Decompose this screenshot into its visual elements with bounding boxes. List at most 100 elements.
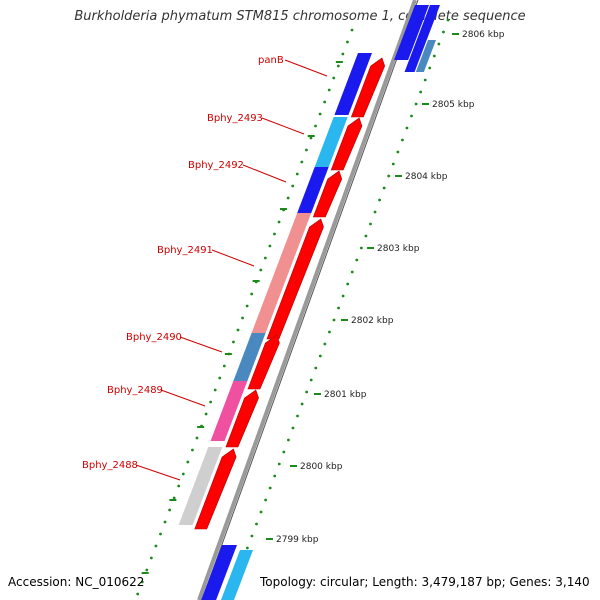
scale-track-dot xyxy=(245,546,249,550)
gene-track-dot xyxy=(241,316,244,320)
gene-track-dot xyxy=(327,88,331,92)
gene-track-dot xyxy=(336,64,340,68)
gene-track-dot xyxy=(346,40,349,44)
backbone-line xyxy=(201,0,419,600)
accession-text: Accession: NC_010622 xyxy=(8,575,145,589)
scale-track-dot xyxy=(277,462,281,466)
scale-track-dot xyxy=(305,390,309,394)
gene-track-dot xyxy=(273,232,276,236)
gene-track-dot xyxy=(172,496,176,500)
gene-block-bphy-2491 xyxy=(251,213,312,333)
gene-block-bphy-2489 xyxy=(210,381,248,441)
kbp-label: 2805 kbp xyxy=(432,100,475,110)
scale-track-dot xyxy=(437,42,441,46)
scale-track-dot xyxy=(309,378,313,382)
scale-track-dot xyxy=(255,522,258,526)
spacer xyxy=(356,0,376,53)
backbone-layer xyxy=(197,0,419,600)
gene-track-dot xyxy=(245,304,249,308)
scale-track-dot xyxy=(314,366,318,370)
spacer xyxy=(356,0,376,53)
scale-track-dot xyxy=(323,342,327,346)
leader-line xyxy=(242,164,287,183)
gene-track-dot xyxy=(149,556,153,560)
reverse-gene-arrow xyxy=(225,389,259,448)
leader-line xyxy=(179,336,223,353)
gene-track-dot xyxy=(236,328,240,332)
gene-label: Bphy_2492 xyxy=(188,160,244,171)
scale-track-dot xyxy=(369,222,372,226)
gene-label: Bphy_2491 xyxy=(157,245,213,256)
spacer xyxy=(356,0,376,53)
scale-track-dot xyxy=(341,294,345,298)
scale-track-dot xyxy=(337,306,340,310)
spacer xyxy=(356,0,376,53)
scale-track-dot xyxy=(428,66,432,70)
gene-track-dot xyxy=(318,112,322,116)
gene-track-dot xyxy=(341,52,345,56)
gene-track-dot xyxy=(209,400,213,404)
scale-track-dot xyxy=(259,510,263,514)
gene-label: Bphy_2493 xyxy=(207,113,263,124)
leader-line xyxy=(284,59,328,77)
leader-line xyxy=(211,249,255,267)
kbp-label: 2803 kbp xyxy=(377,244,420,254)
scale-track-dot xyxy=(410,114,413,118)
scale-track-dot xyxy=(419,90,423,94)
gene-track-dot xyxy=(314,124,317,128)
gene-track-dot xyxy=(191,448,194,452)
gene-track-dot xyxy=(186,460,190,464)
scale-track-dot xyxy=(273,474,277,478)
gene-track-dot xyxy=(250,292,254,296)
gene-block-bphy-2488 xyxy=(178,447,223,525)
scale-track-dot xyxy=(432,54,436,58)
scale-track-dot xyxy=(423,78,427,82)
gene-track-dot xyxy=(350,28,354,32)
gene-track-dot xyxy=(181,472,185,476)
scale-track-dot xyxy=(414,102,418,106)
gene-track-dot xyxy=(145,568,149,572)
gene-track-dot xyxy=(300,160,304,164)
gene-track-dot xyxy=(305,148,308,152)
gene-track-dot xyxy=(286,196,290,200)
gene-block-top xyxy=(394,5,429,60)
gene-track-dot xyxy=(213,388,217,392)
reverse-gene-arrow xyxy=(194,448,237,530)
gene-track-dot xyxy=(268,244,272,248)
gene-blocks-layer xyxy=(178,0,440,600)
scale-track-dot xyxy=(250,534,254,538)
gene-track-dot xyxy=(159,532,162,536)
reverse-gene-arrow xyxy=(350,57,386,118)
gene-label: Bphy_2488 xyxy=(82,460,138,471)
reverse-gene-arrow xyxy=(247,334,280,390)
scale-track-dot xyxy=(318,354,322,358)
gene-track-dot xyxy=(163,520,167,524)
gene-block-bottom xyxy=(221,550,253,600)
topology-stats-text: Topology: circular; Length: 3,479,187 bp… xyxy=(260,575,590,589)
scale-track-dot xyxy=(332,318,336,322)
kbp-label: 2802 kbp xyxy=(351,316,394,326)
gene-track-dot xyxy=(218,376,222,380)
scale-track-dot xyxy=(287,438,290,442)
gene-label: Bphy_2489 xyxy=(107,385,163,396)
scale-track-dot xyxy=(355,258,359,262)
gene-track-dot xyxy=(168,508,172,512)
gene-label: Bphy_2490 xyxy=(126,332,182,343)
scale-track-dot xyxy=(405,126,409,130)
scale-track-dot xyxy=(387,174,391,178)
tick-dots-layer xyxy=(136,18,450,596)
gene-track-dot xyxy=(259,268,263,272)
backbone-line xyxy=(197,0,417,600)
reverse-gene-arrow xyxy=(312,170,343,218)
labels-layer: panB Bphy_2493 Bphy_2492 Bphy_2491 Bphy_2490… xyxy=(82,30,505,545)
gene-track-dot xyxy=(263,256,267,260)
kbp-label: 2799 kbp xyxy=(276,535,319,545)
reverse-gene-arrow xyxy=(330,117,363,171)
gene-track-dot xyxy=(323,100,327,104)
scale-track-dot xyxy=(296,414,299,418)
gene-track-dot xyxy=(309,136,313,140)
leader-line xyxy=(261,117,305,135)
kbp-label: 2801 kbp xyxy=(324,390,367,400)
gene-track-dot xyxy=(177,484,181,488)
